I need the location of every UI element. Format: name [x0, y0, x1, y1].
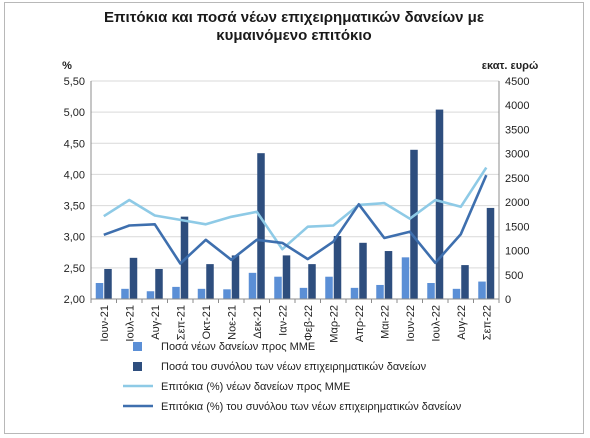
chart-frame: Επιτόκια και ποσά νέων επιχειρηματικών δ…: [4, 2, 584, 434]
bar-sme: [452, 288, 461, 299]
left-tick-label: 4,50: [64, 138, 85, 150]
legend-swatch-bar: [133, 342, 142, 351]
bar-total: [308, 264, 316, 299]
left-tick-label: 3,50: [64, 201, 85, 213]
bar-sme: [121, 288, 129, 299]
line-series: [103, 166, 488, 265]
legend-label: Επιτόκια (%) του συνόλου των νέων επιχει…: [161, 401, 462, 413]
bar-total: [257, 153, 265, 299]
bar-total: [206, 264, 214, 299]
x-tick-label: Μαι-22: [379, 305, 391, 339]
left-tick-label: 4,00: [64, 169, 85, 181]
x-tick-label: Αυγ-22: [456, 305, 468, 340]
x-tick-label: Μαρ-22: [328, 305, 340, 343]
right-tick-label: 2000: [505, 197, 529, 209]
x-axis-labels: Ιουν-21 Ιουλ-21 Αυγ-21 Σεπ-21 Οκτ-21 Νοε-21 Δε…: [99, 305, 494, 343]
legend-label: Ποσά του συνόλου των νέων επιχειρηματικώ…: [161, 361, 427, 373]
legend-swatch-bar: [133, 362, 142, 371]
right-axis-unit: εκατ. ευρώ: [482, 60, 539, 72]
bar-total: [104, 268, 112, 299]
right-tick-label: 3000: [505, 149, 529, 161]
axes: [90, 81, 500, 303]
right-axis-ticks: 0 500 1000 1500 2000 2500 3000 3500 4000 4500: [505, 76, 529, 306]
right-tick-label: 1500: [505, 221, 529, 233]
x-tick-label: Ιαν-22: [277, 305, 289, 336]
right-tick-label: 4500: [505, 76, 529, 88]
left-tick-label: 2,00: [64, 294, 85, 306]
bar-sme: [95, 283, 104, 299]
bar-sme: [401, 257, 410, 299]
right-tick-label: 500: [505, 270, 523, 282]
bar-total: [129, 257, 138, 299]
bar-total: [359, 242, 367, 299]
x-tick-label: Απρ-22: [354, 305, 366, 342]
right-tick-label: 4000: [505, 100, 529, 112]
bar-sme: [274, 276, 282, 299]
x-tick-label: Σεπ-22: [481, 305, 493, 340]
line-series-2: [103, 166, 488, 251]
bar-sme: [248, 272, 257, 299]
bar-sme: [325, 276, 333, 299]
bar-sme: [299, 287, 308, 299]
x-tick-label: Ιουλ-22: [430, 305, 442, 342]
bar-total: [282, 255, 291, 299]
legend-label: Ποσά νέων δανείων προς ΜΜΕ: [161, 341, 315, 353]
bar-sme: [197, 288, 206, 299]
line-series-3: [103, 174, 488, 265]
bar-total: [231, 255, 240, 299]
left-axis-ticks: 2,00 2,50 3,00 3,50 4,00 4,50 5,00 5,50: [64, 76, 85, 306]
x-tick-label: Αυγ-21: [150, 305, 162, 340]
bar-total: [333, 236, 342, 299]
bar-total: [486, 207, 495, 299]
x-tick-label: Δεκ-21: [252, 305, 264, 339]
left-tick-label: 5,00: [64, 107, 85, 119]
x-tick-label: Ιουλ-21: [124, 305, 136, 342]
bar-sme: [427, 283, 435, 299]
right-tick-label: 0: [505, 294, 511, 306]
chart-title-line-2: κυμαινόμενο επιτόκιο: [216, 27, 371, 44]
left-axis-unit: %: [62, 60, 72, 72]
left-tick-label: 3,00: [64, 232, 85, 244]
left-tick-label: 5,50: [64, 76, 85, 88]
bar-series: [95, 109, 495, 300]
bar-total: [155, 268, 163, 299]
legend: Ποσά νέων δανείων προς ΜΜΕ Ποσά του συνόλ…: [123, 341, 462, 413]
bar-sme: [223, 289, 231, 299]
bar-sme: [376, 284, 384, 299]
x-tick-label: Ιουν-22: [405, 305, 417, 342]
right-tick-label: 1000: [505, 246, 529, 258]
x-tick-label: Φεβ-22: [303, 305, 315, 341]
bar-total: [435, 109, 444, 300]
x-tick-label: Οκτ-21: [201, 305, 213, 339]
bar-sme: [478, 281, 486, 299]
left-tick-label: 2,50: [64, 263, 85, 275]
bar-total: [384, 251, 393, 299]
chart-title-line-1: Επιτόκια και ποσά νέων επιχειρηματικών δ…: [104, 9, 484, 26]
bar-total: [410, 149, 418, 299]
bar-sme: [172, 286, 180, 299]
bar-sme: [146, 291, 155, 299]
right-tick-label: 2500: [505, 173, 529, 185]
legend-label: Επιτόκια (%) νέων δανείων προς ΜΜΕ: [161, 381, 350, 393]
right-tick-label: 3500: [505, 124, 529, 136]
x-tick-label: Νοε-21: [226, 305, 238, 340]
chart-svg: Επιτόκια και ποσά νέων επιχειρηματικών δ…: [62, 9, 539, 413]
x-tick-label: Σεπ-21: [175, 305, 187, 340]
bar-total: [461, 265, 469, 299]
x-tick-label: Ιουν-21: [99, 305, 111, 342]
bar-sme: [350, 287, 359, 299]
